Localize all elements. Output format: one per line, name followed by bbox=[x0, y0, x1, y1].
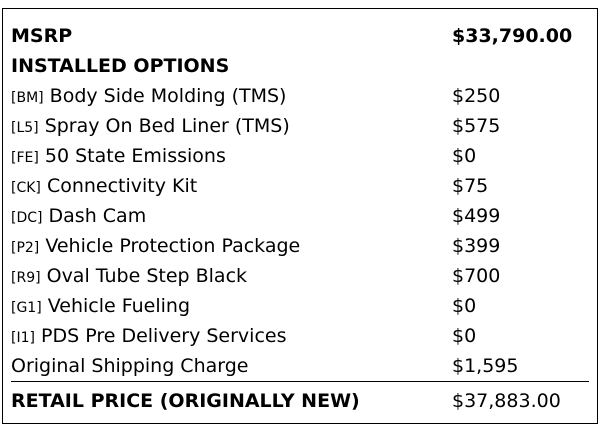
option-price: $250 bbox=[452, 85, 501, 107]
installed-options-heading: INSTALLED OPTIONS bbox=[11, 55, 230, 77]
option-row: [DC] Dash Cam $499 bbox=[11, 201, 589, 231]
option-price: $399 bbox=[452, 235, 501, 257]
option-row: [G1] Vehicle Fueling $0 bbox=[11, 291, 589, 321]
option-name: Body Side Molding (TMS) bbox=[49, 85, 287, 107]
option-code: [CK] bbox=[11, 180, 41, 196]
option-name: Vehicle Protection Package bbox=[45, 235, 301, 257]
msrp-value: $33,790.00 bbox=[452, 25, 573, 47]
window-sticker-price-box: MSRP $33,790.00 INSTALLED OPTIONS [BM] B… bbox=[2, 8, 598, 424]
option-price: $0 bbox=[452, 295, 477, 317]
option-row: [BM] Body Side Molding (TMS) $250 bbox=[11, 81, 589, 111]
shipping-label: Original Shipping Charge bbox=[11, 355, 249, 377]
option-name: Spray On Bed Liner (TMS) bbox=[44, 115, 290, 137]
option-price: $700 bbox=[452, 265, 501, 287]
msrp-row: MSRP $33,790.00 bbox=[11, 21, 589, 51]
option-price: $0 bbox=[452, 145, 477, 167]
option-code: [G1] bbox=[11, 300, 42, 316]
option-row: [I1] PDS Pre Delivery Services $0 bbox=[11, 321, 589, 351]
option-price: $499 bbox=[452, 205, 501, 227]
option-name: Dash Cam bbox=[48, 205, 147, 227]
option-name: Connectivity Kit bbox=[46, 175, 198, 197]
retail-price-label: RETAIL PRICE (ORIGINALLY NEW) bbox=[11, 390, 360, 412]
option-name: Oval Tube Step Black bbox=[46, 265, 248, 287]
shipping-row: Original Shipping Charge $1,595 bbox=[11, 351, 589, 381]
option-price: $575 bbox=[452, 115, 501, 137]
option-code: [DC] bbox=[11, 210, 43, 226]
option-code: [I1] bbox=[11, 330, 35, 346]
option-price: $75 bbox=[452, 175, 489, 197]
option-row: [CK] Connectivity Kit $75 bbox=[11, 171, 589, 201]
option-name: PDS Pre Delivery Services bbox=[41, 325, 287, 347]
option-code: [FE] bbox=[11, 150, 39, 166]
msrp-label: MSRP bbox=[11, 25, 73, 47]
option-row: [FE] 50 State Emissions $0 bbox=[11, 141, 589, 171]
option-code: [R9] bbox=[11, 270, 41, 286]
option-code: [P2] bbox=[11, 240, 40, 256]
total-divider bbox=[11, 381, 589, 382]
option-code: [BM] bbox=[11, 90, 44, 106]
retail-price-value: $37,883.00 bbox=[452, 390, 561, 412]
option-code: [L5] bbox=[11, 120, 39, 136]
option-name: Vehicle Fueling bbox=[47, 295, 191, 317]
option-name: 50 State Emissions bbox=[44, 145, 226, 167]
shipping-value: $1,595 bbox=[452, 355, 519, 377]
option-price: $0 bbox=[452, 325, 477, 347]
retail-price-row: RETAIL PRICE (ORIGINALLY NEW) $37,883.00 bbox=[11, 386, 589, 416]
option-row: [R9] Oval Tube Step Black $700 bbox=[11, 261, 589, 291]
option-row: [L5] Spray On Bed Liner (TMS) $575 bbox=[11, 111, 589, 141]
option-row: [P2] Vehicle Protection Package $399 bbox=[11, 231, 589, 261]
